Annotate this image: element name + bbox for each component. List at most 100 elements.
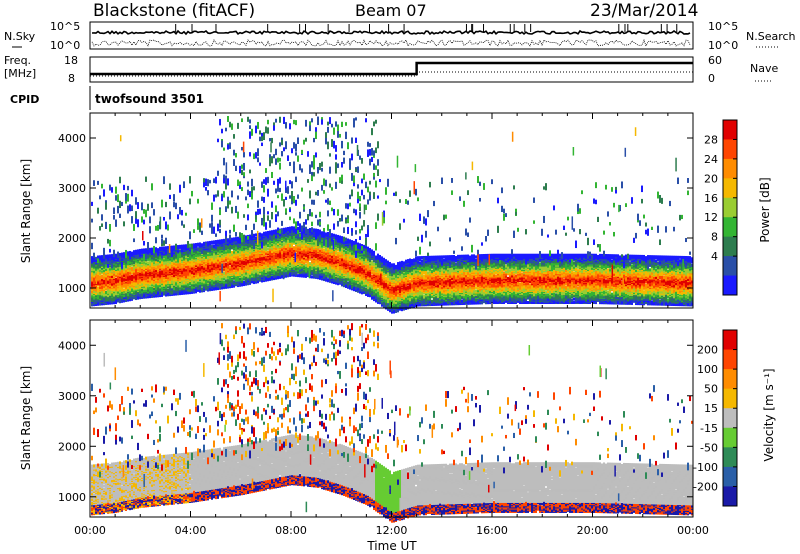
- range-cell: [311, 161, 313, 168]
- range-cell: [305, 219, 307, 225]
- range-cell: [177, 245, 179, 249]
- range-cell: [149, 216, 151, 224]
- range-cell: [159, 255, 161, 259]
- range-cell: [271, 253, 273, 257]
- range-cell: [269, 162, 271, 167]
- range-cell: [221, 193, 223, 198]
- range-cell: [131, 282, 133, 286]
- range-cell: [103, 253, 105, 259]
- range-cell: [225, 267, 227, 271]
- range-cell: [185, 255, 187, 259]
- nsky-label: N.Sky: [4, 30, 36, 43]
- range-cell: [259, 130, 261, 135]
- range-cell: [139, 256, 141, 260]
- range-cell: [277, 265, 279, 269]
- range-cell: [179, 207, 181, 215]
- range-cell: [285, 122, 287, 129]
- nave-label: Nave: [750, 62, 778, 75]
- range-cell: [219, 249, 221, 253]
- range-cell: [193, 264, 195, 268]
- range-cell: [175, 281, 177, 285]
- range-cell: [303, 221, 305, 229]
- range-cell: [149, 281, 151, 285]
- range-cell: [225, 183, 227, 190]
- range-cell: [103, 300, 105, 304]
- range-cell: [207, 258, 209, 262]
- range-cell: [215, 233, 217, 237]
- range-cell: [145, 209, 147, 218]
- range-cell: [237, 281, 239, 285]
- range-cell: [103, 261, 105, 265]
- range-cell: [149, 291, 151, 295]
- range-cell: [135, 297, 137, 301]
- range-cell: [253, 264, 255, 268]
- range-cell: [239, 232, 241, 238]
- freq-tick-bottom: 8: [68, 72, 75, 85]
- range-cell: [179, 184, 181, 193]
- range-cell: [197, 262, 199, 266]
- range-cell: [181, 209, 183, 216]
- range-cell: [195, 243, 197, 247]
- nave-trace: [90, 71, 693, 77]
- range-cell: [229, 243, 231, 247]
- range-cell: [245, 196, 247, 201]
- range-cell: [113, 280, 115, 284]
- range-cell: [111, 298, 113, 302]
- range-cell: [297, 226, 299, 230]
- range-cell: [143, 270, 145, 274]
- range-cell: [101, 255, 103, 259]
- range-cell: [255, 259, 257, 263]
- range-cell: [275, 215, 277, 221]
- range-cell: [145, 248, 147, 252]
- range-cell: [313, 155, 315, 163]
- range-cell: [285, 227, 287, 231]
- range-cell: [99, 195, 101, 200]
- range-cell: [271, 201, 273, 208]
- range-cell: [119, 176, 121, 184]
- range-cell: [125, 285, 127, 289]
- range-cell: [101, 223, 103, 227]
- range-cell: [123, 252, 125, 256]
- range-cell: [247, 247, 249, 251]
- range-cell: [307, 214, 309, 221]
- range-cell: [253, 233, 255, 237]
- range-cell: [219, 118, 221, 126]
- range-cell: [233, 244, 235, 249]
- range-cell: [223, 244, 225, 250]
- range-cell: [295, 221, 297, 229]
- range-cell: [161, 199, 163, 208]
- range-cell: [145, 276, 147, 280]
- range-cell: [127, 251, 129, 255]
- range-cell: [315, 214, 317, 219]
- range-cell: [221, 195, 223, 202]
- range-cell: [169, 211, 171, 220]
- range-cell: [115, 186, 117, 194]
- range-cell: [199, 242, 201, 246]
- range-cell: [281, 257, 283, 261]
- range-cell: [121, 252, 123, 256]
- range-cell: [109, 248, 111, 253]
- range-cell: [205, 250, 207, 254]
- range-cell: [247, 181, 249, 187]
- range-cell: [283, 116, 285, 124]
- range-cell: [111, 254, 113, 258]
- range-cell: [305, 119, 307, 127]
- range-cell: [279, 157, 281, 162]
- range-cell: [161, 260, 163, 264]
- range-cell: [265, 236, 267, 240]
- range-cell: [205, 264, 207, 268]
- range-cell: [189, 176, 191, 184]
- range-cell: [289, 123, 291, 130]
- range-cell: [95, 256, 97, 260]
- range-cell: [247, 116, 249, 122]
- range-cell: [233, 224, 235, 232]
- range-cell: [215, 240, 217, 244]
- range-cell: [97, 207, 99, 214]
- range-cell: [293, 246, 295, 250]
- range-cell: [315, 191, 317, 196]
- range-cell: [163, 269, 165, 273]
- range-cell: [209, 269, 211, 273]
- range-cell: [289, 208, 291, 213]
- range-cell: [179, 249, 181, 253]
- range-cell: [155, 237, 157, 244]
